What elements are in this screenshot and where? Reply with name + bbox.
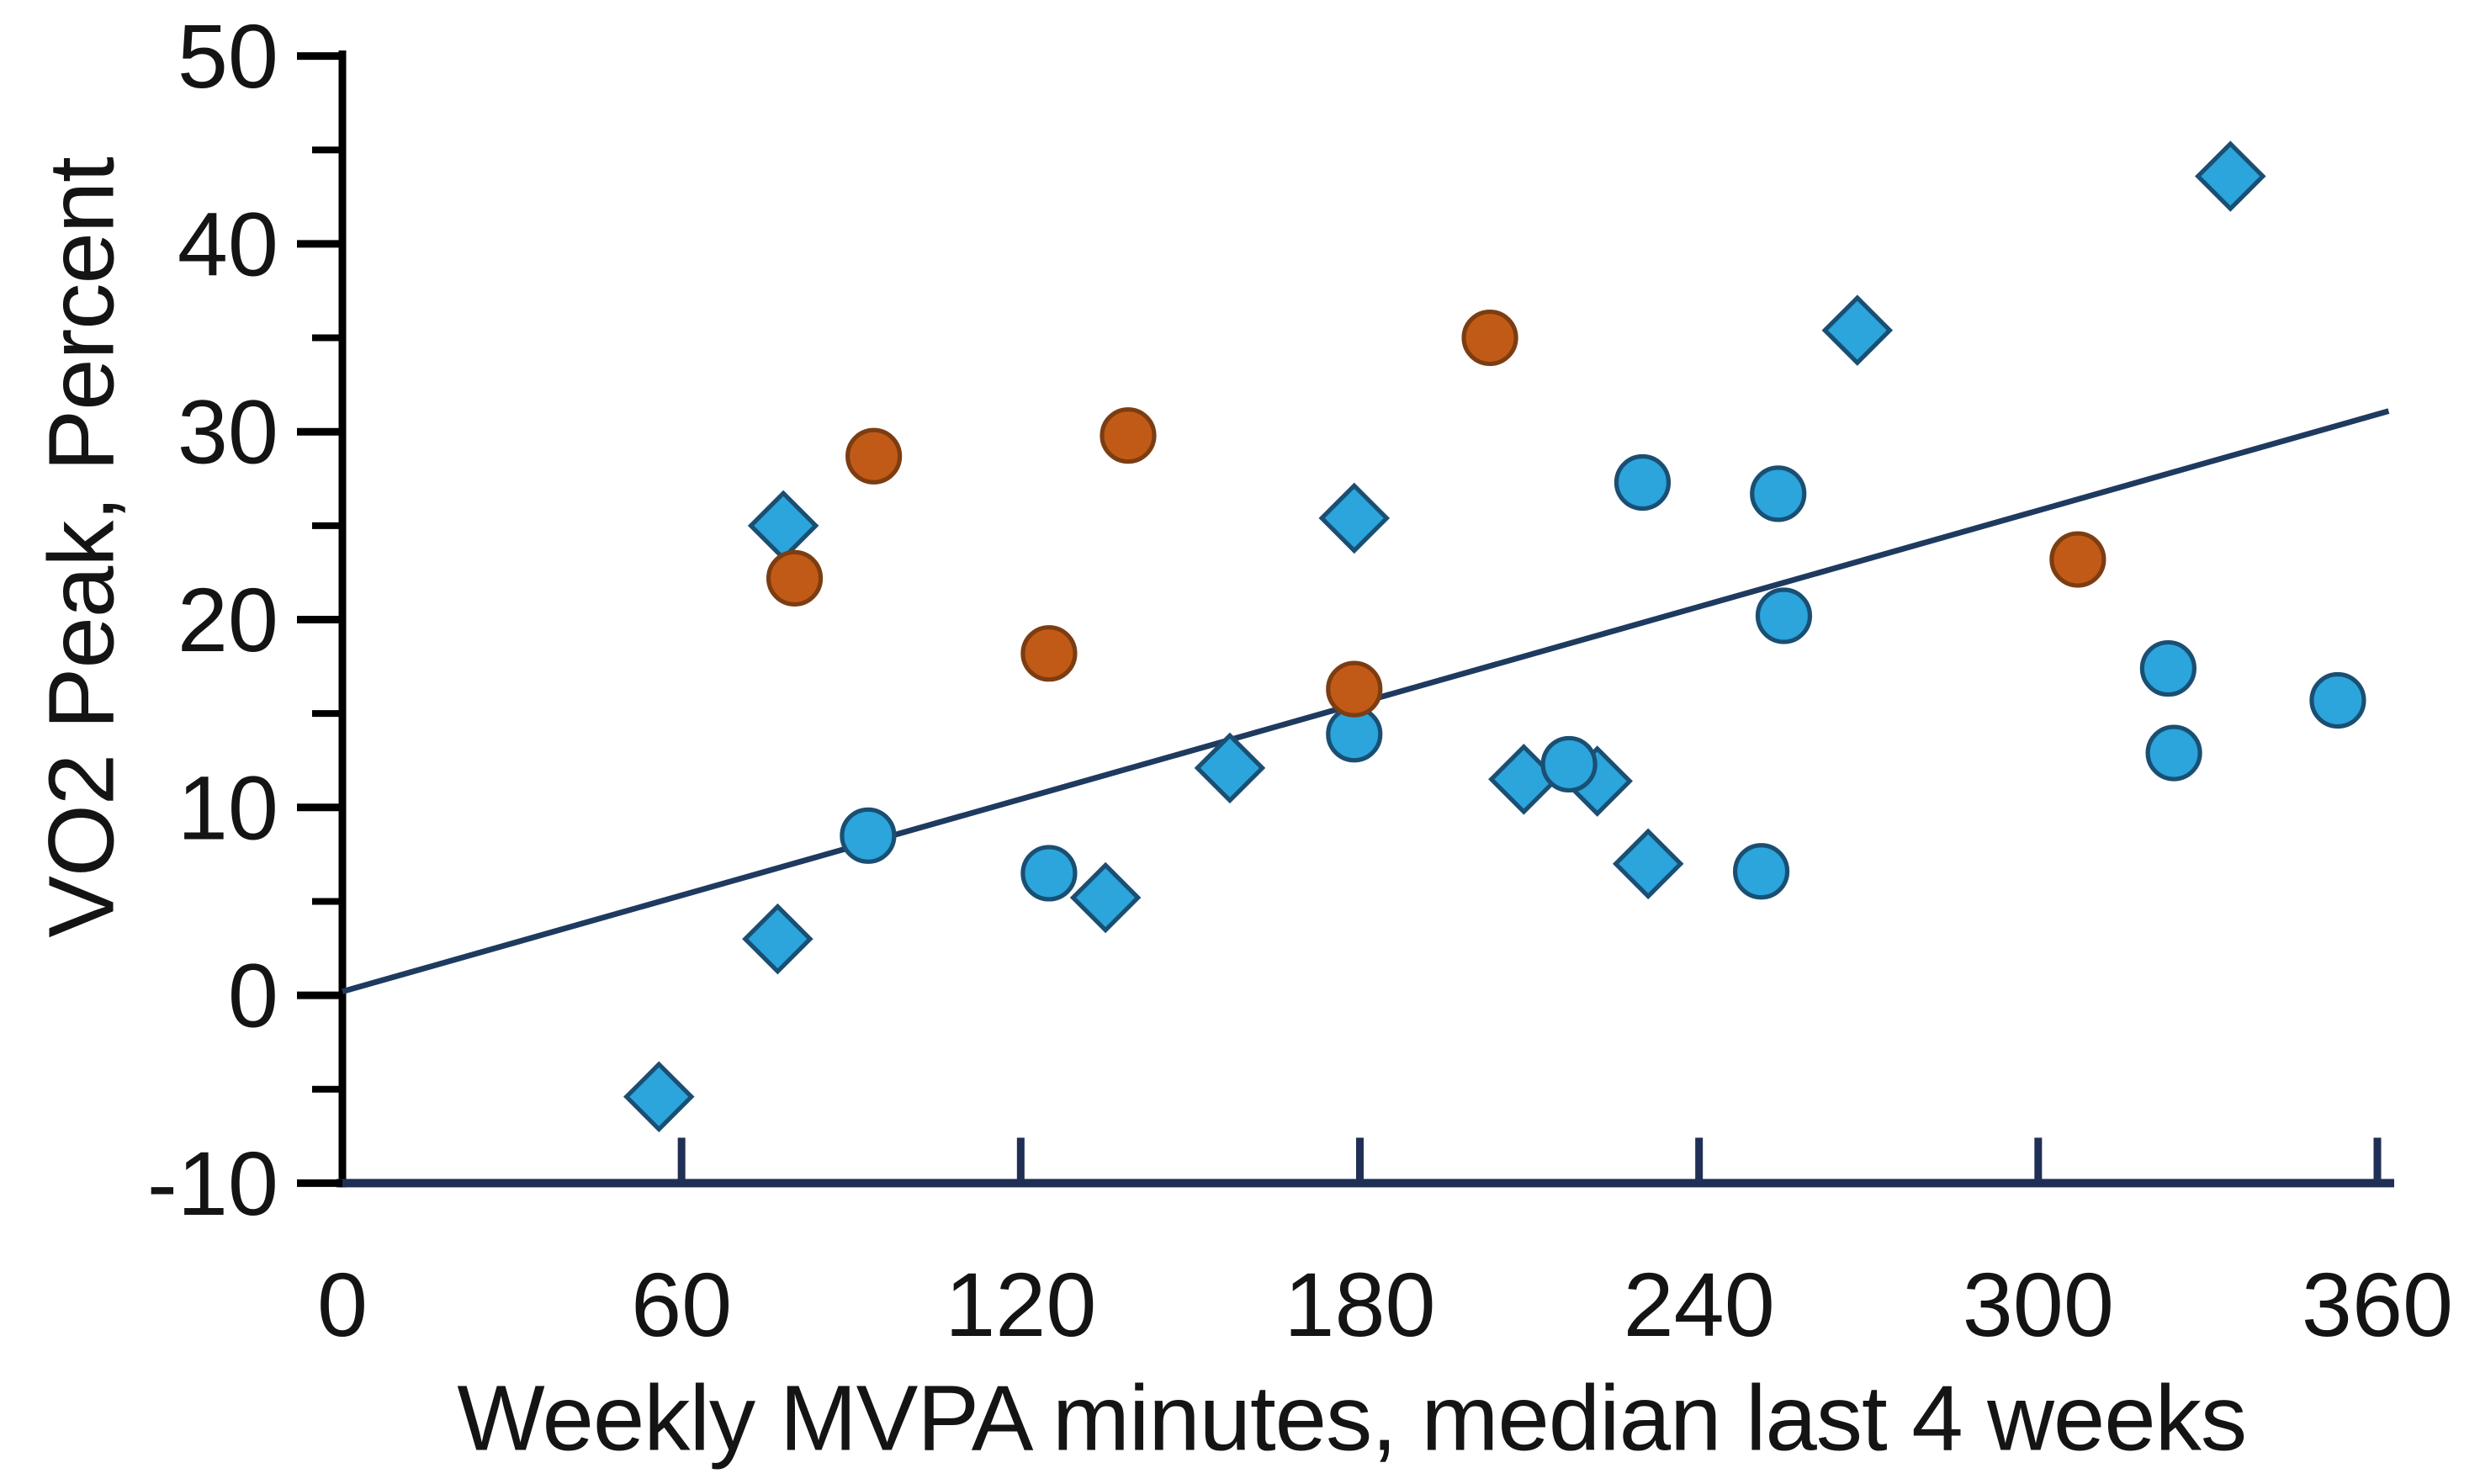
x-tick-label: 0 [317,1253,368,1355]
y-tick-label: 10 [178,756,278,858]
x-axis-title: Weekly MVPA minutes, median last 4 weeks [457,1366,2247,1471]
blue-diamonds-point [2195,140,2266,212]
blue-circles-point [1732,843,1790,900]
blue-circles-point [1750,465,1807,522]
blue-diamonds-point [1069,861,1142,934]
y-tick-label: 50 [178,5,278,107]
blue-diamonds-point [1194,732,1266,804]
y-axis-title: VO2 Peak, Percent [29,157,134,938]
x-tick-label: 360 [2302,1253,2453,1355]
blue-diamonds-point [747,490,819,562]
orange-circles-point [1326,660,1383,718]
blue-circles-point [1540,735,1598,793]
blue-circles-point [1755,587,1813,644]
blue-diamonds-point [742,903,813,975]
blue-circles-point [840,807,897,864]
orange-circles-point [1020,625,1078,682]
orange-circles-point [766,549,824,607]
blue-circles-point [2145,724,2202,782]
x-tick-label: 180 [1284,1253,1435,1355]
orange-circles-point [845,427,903,485]
x-tick-label: 300 [1963,1253,2114,1355]
x-tick-label: 60 [631,1253,732,1355]
blue-diamonds-point [1318,482,1391,554]
y-tick-label: 20 [178,569,278,670]
blue-circles-point [1614,453,1672,511]
y-tick-label: 30 [178,381,278,483]
blue-diamonds-point [623,1061,695,1132]
blue-circles-point [2309,671,2366,729]
blue-circles-point [1020,845,1078,902]
x-tick-label: 240 [1624,1253,1775,1355]
blue-diamonds-point [1612,828,1684,900]
orange-circles-point [2049,531,2106,588]
blue-circles-point [2139,639,2196,697]
orange-circles-point [1100,407,1157,464]
x-tick-label: 120 [945,1253,1096,1355]
y-tick-label: 0 [228,945,278,1047]
orange-circles-point [1461,309,1518,367]
y-tick-label: -10 [147,1132,278,1234]
y-tick-label: 40 [178,193,278,294]
blue-diamonds-point [1821,294,1894,366]
